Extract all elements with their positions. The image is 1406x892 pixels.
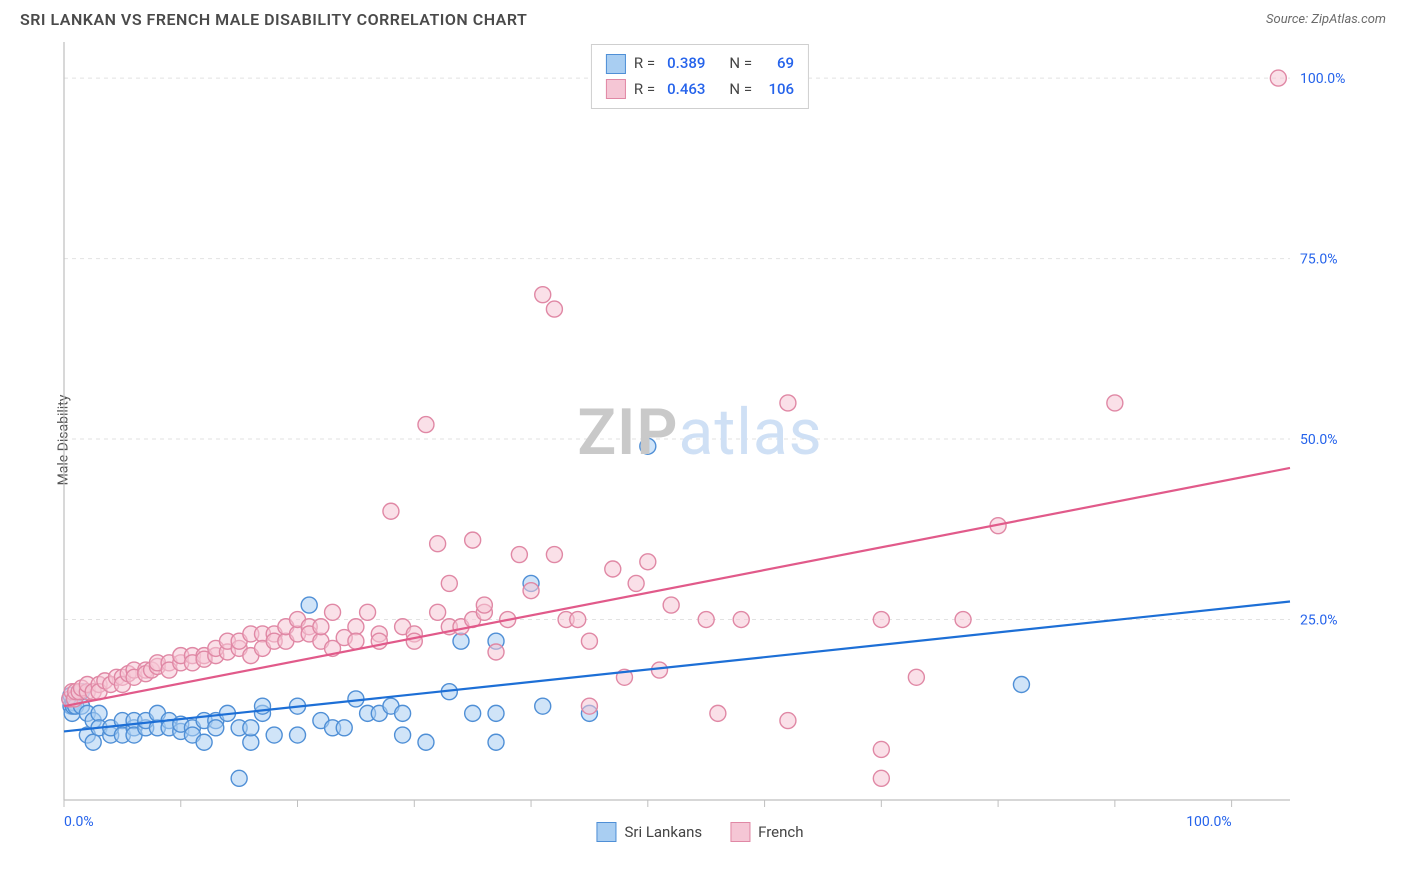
data-point [441,575,457,591]
data-point [546,547,562,563]
y-tick-label: 100.0% [1300,71,1345,87]
data-point [430,604,446,620]
data-point [476,597,492,613]
data-point [383,503,399,519]
data-point [663,597,679,613]
correlation-row: R = 0.389 N = 69 [606,51,794,77]
data-point [698,612,714,628]
data-point [535,287,551,303]
data-point [465,705,481,721]
data-point [873,741,889,757]
trend-line [64,468,1290,706]
n-value: 106 [760,77,794,103]
n-label: N = [713,77,752,103]
data-point [780,713,796,729]
data-point [628,575,644,591]
legend-item: French [730,822,803,842]
data-point [465,532,481,548]
data-point [406,633,422,649]
legend-swatch [606,54,626,74]
data-point [488,734,504,750]
data-point [1107,395,1123,411]
data-point [780,395,796,411]
legend-label: French [758,823,803,841]
data-point [325,604,341,620]
data-point [243,734,259,750]
x-tick-label: 100.0% [1186,814,1231,830]
data-point [266,727,282,743]
data-point [360,604,376,620]
y-tick-label: 25.0% [1300,613,1338,629]
legend-swatch [730,822,750,842]
legend-swatch [606,79,626,99]
x-tick-label: 0.0% [64,814,94,830]
data-point [243,720,259,736]
data-point [523,583,539,599]
data-point [640,438,656,454]
legend-item: Sri Lankans [596,822,702,842]
scatter-plot: 0.0% 100.0% 25.0% 50.0% 75.0% 100.0% [60,40,1350,840]
r-label: R = [634,77,655,103]
data-point [955,612,971,628]
data-point [91,705,107,721]
data-point [488,644,504,660]
data-point [873,612,889,628]
data-point [873,770,889,786]
data-point [1270,70,1286,86]
data-point [196,734,212,750]
data-point [430,536,446,552]
data-point [208,720,224,736]
data-point [511,547,527,563]
chart-container: Male Disability ZIPatlas R =0.389N =69R … [50,40,1350,840]
data-point [640,554,656,570]
n-value: 69 [760,51,794,77]
data-point [348,633,364,649]
data-point [348,619,364,635]
r-value: 0.463 [663,77,705,103]
data-point [453,633,469,649]
legend-label: Sri Lankans [624,823,702,841]
data-point [570,612,586,628]
data-point [336,720,352,736]
data-point [546,301,562,317]
data-point [908,669,924,685]
data-point [231,770,247,786]
data-point [395,705,411,721]
data-point [581,633,597,649]
data-point [395,727,411,743]
data-point [313,619,329,635]
page-title: SRI LANKAN VS FRENCH MALE DISABILITY COR… [20,10,527,29]
data-point [85,734,101,750]
series-legend: Sri Lankans French [596,822,803,842]
correlation-legend: R = 0.389 N = 69 R = 0.463 N = 106 [591,44,809,109]
legend-swatch [596,822,616,842]
data-point [301,597,317,613]
correlation-row: R = 0.463 N = 106 [606,77,794,103]
data-point [535,698,551,714]
data-point [488,705,504,721]
data-point [1013,676,1029,692]
y-tick-label: 75.0% [1300,252,1338,268]
data-point [581,698,597,714]
n-label: N = [713,51,752,77]
data-point [605,561,621,577]
trend-line [64,601,1290,731]
data-point [733,612,749,628]
y-tick-label: 50.0% [1300,432,1338,448]
data-point [651,662,667,678]
source-label: Source: ZipAtlas.com [1266,12,1386,27]
data-point [710,705,726,721]
data-point [290,727,306,743]
r-label: R = [634,51,655,77]
r-value: 0.389 [663,51,705,77]
data-point [418,417,434,433]
data-point [418,734,434,750]
